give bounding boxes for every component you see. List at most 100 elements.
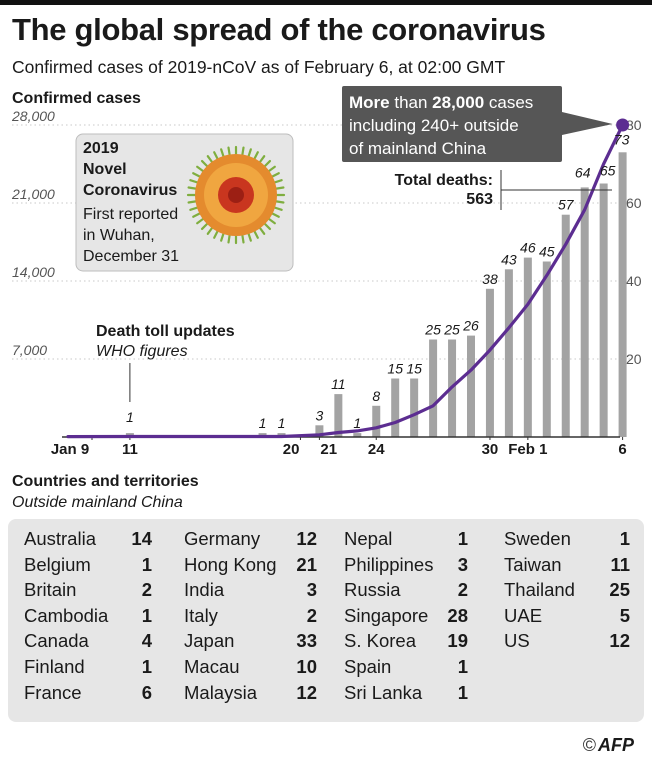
death-bar xyxy=(580,187,589,437)
death-bar-label: 8 xyxy=(372,388,380,404)
virus-spike xyxy=(274,200,285,204)
x-tick-label: 11 xyxy=(122,441,138,458)
country-name: Sweden xyxy=(504,528,571,549)
country-cases: 1 xyxy=(141,553,152,575)
country-name: Finland xyxy=(24,656,85,677)
death-bar xyxy=(391,378,400,437)
country-cases: 5 xyxy=(619,604,630,626)
country-name: Malaysia xyxy=(184,681,257,703)
callout-box xyxy=(342,86,562,162)
virus-spike xyxy=(258,155,266,164)
callout-text: cases xyxy=(484,93,533,112)
total-deaths-value: 563 xyxy=(466,191,493,208)
death-bar xyxy=(523,257,532,437)
death-bar-label: 15 xyxy=(406,361,422,377)
country-name: UAE xyxy=(504,604,543,626)
x-tick-label: 24 xyxy=(368,441,385,458)
country-name: India xyxy=(184,579,225,601)
death-bar-label: 46 xyxy=(520,240,536,256)
death-bar xyxy=(485,288,494,437)
country-name: Hong Kong xyxy=(184,553,277,575)
x-tick-label: 30 xyxy=(482,441,499,458)
x-tick-label: 6 xyxy=(618,441,626,458)
virus-spike xyxy=(263,222,272,231)
country-cases: 2 xyxy=(306,604,317,626)
death-bar xyxy=(429,339,438,437)
death-bar-label: 57 xyxy=(558,197,575,213)
country-cases: 11 xyxy=(610,553,630,575)
country-cases: 1 xyxy=(141,604,152,626)
country-row: Italy 2 xyxy=(184,605,317,629)
country-name: Belgium xyxy=(24,553,91,575)
death-bar-label: 1 xyxy=(126,409,134,425)
country-cases: 12 xyxy=(296,528,317,549)
country-cases: 4 xyxy=(141,630,152,652)
country-row: Canada 4 xyxy=(24,630,152,654)
country-name: Germany xyxy=(184,528,261,549)
virus-spike xyxy=(206,226,214,235)
y2-tick-label: 60 xyxy=(626,195,642,211)
country-cases: 14 xyxy=(131,528,152,549)
death-bar-label: 64 xyxy=(575,164,591,180)
country-row: Sri Lanka 1 xyxy=(344,682,468,706)
death-bar xyxy=(561,214,570,437)
country-row: Belgium 1 xyxy=(24,554,152,578)
country-name: Japan xyxy=(184,630,235,652)
y-tick-label: 21,000 xyxy=(11,186,55,202)
country-cases: 6 xyxy=(141,681,152,703)
virus-spike xyxy=(241,233,245,244)
virus-spike xyxy=(220,148,225,159)
death-bar xyxy=(334,394,343,437)
virus-spike xyxy=(213,151,219,161)
death-toll-subtitle: WHO figures xyxy=(96,343,188,360)
country-cases: 1 xyxy=(619,528,630,549)
country-name: Italy xyxy=(184,604,218,626)
callout-pointer xyxy=(562,112,613,135)
virus-text-line: December 31 xyxy=(83,248,179,265)
country-name: Australia xyxy=(24,528,96,549)
death-bar xyxy=(599,183,608,437)
virus-spike xyxy=(189,206,200,211)
death-bar xyxy=(618,152,627,438)
countries-subtitle: Outside mainland China xyxy=(12,494,183,511)
virus-spike xyxy=(206,155,214,164)
virus-spike xyxy=(270,212,280,218)
callout-line-2: including 240+ outside xyxy=(349,116,519,135)
country-row: Spain 1 xyxy=(344,656,468,680)
virus-spike xyxy=(227,233,231,244)
country-row: Hong Kong 21 xyxy=(184,554,317,578)
country-row: India 3 xyxy=(184,579,317,603)
death-bar-label: 38 xyxy=(482,271,498,287)
callout-line-1: More than 28,000 cases xyxy=(349,93,533,112)
country-row: Singapore 28 xyxy=(344,605,468,629)
country-row: Thailand 25 xyxy=(504,579,630,603)
page-subtitle: Confirmed cases of 2019-nCoV as of Febru… xyxy=(12,57,506,77)
country-cases: 10 xyxy=(296,656,317,677)
country-cases: 28 xyxy=(447,604,468,626)
country-row: S. Korea 19 xyxy=(344,630,468,654)
country-cases: 1 xyxy=(457,656,468,677)
death-bar-label: 25 xyxy=(424,322,441,338)
y-axis-title: Confirmed cases xyxy=(12,90,141,107)
country-name: Nepal xyxy=(344,528,393,549)
x-tick-label: Jan 9 xyxy=(51,441,89,458)
country-name: Russia xyxy=(344,579,401,601)
copyright-symbol: © xyxy=(582,735,596,755)
country-row: Philippines 3 xyxy=(344,554,468,578)
country-name: Canada xyxy=(24,630,89,652)
virus-spike xyxy=(247,231,252,242)
country-row: Britain 2 xyxy=(24,579,152,603)
virus-spike xyxy=(213,229,219,239)
country-cases: 3 xyxy=(306,579,317,601)
virus-text-line: First reported xyxy=(83,206,178,223)
virus-center xyxy=(228,187,244,203)
virus-spike xyxy=(263,159,272,168)
country-name: Taiwan xyxy=(504,553,562,575)
country-cases: 25 xyxy=(609,579,630,601)
callout-bold-text: More xyxy=(349,93,390,112)
death-bar xyxy=(315,425,324,437)
top-rule xyxy=(0,0,652,5)
country-name: Cambodia xyxy=(24,604,109,626)
virus-spike xyxy=(274,186,285,190)
country-cases: 2 xyxy=(141,579,152,601)
